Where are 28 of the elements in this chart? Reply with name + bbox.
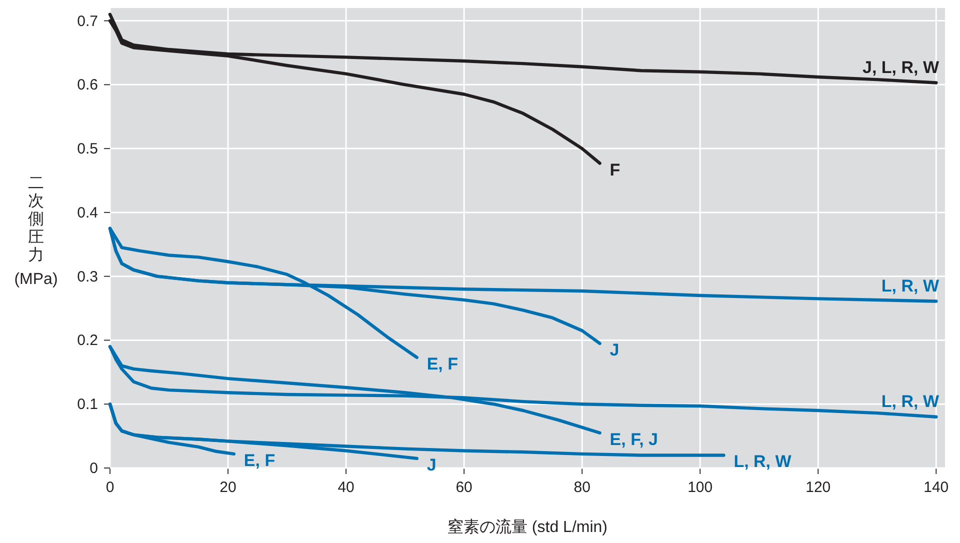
- series-label: F: [610, 160, 620, 180]
- x-tick-label: 100: [688, 479, 713, 496]
- y-tick-label: 0: [90, 460, 98, 477]
- y-tick-label: 0.3: [77, 268, 98, 286]
- y-tick-label: 0.4: [77, 204, 98, 222]
- x-tick-label: 140: [924, 479, 949, 496]
- series-label: J, L, R, W: [862, 58, 940, 77]
- y-tick-label: 0.2: [77, 332, 98, 350]
- series-label: L, R, W: [881, 276, 940, 296]
- series-label: L, R, W: [881, 392, 940, 411]
- y-tick-label: 0.7: [77, 12, 98, 30]
- x-tick-label: 60: [456, 479, 472, 496]
- series-label: J: [610, 340, 620, 360]
- series-label: J: [426, 455, 436, 474]
- series-label: E, F, J: [610, 430, 658, 449]
- x-tick-label: 80: [574, 479, 590, 496]
- y-tick-label: 0.6: [77, 76, 98, 94]
- series-label: L, R, W: [734, 452, 792, 472]
- x-tick-label: 40: [338, 479, 354, 496]
- x-axis-title: 窒素の流量 (std L/min): [447, 518, 608, 536]
- y-tick-label: 0.5: [77, 140, 98, 158]
- x-tick-label: 20: [220, 479, 236, 496]
- y-axis-title: 二次側圧力 (MPa): [14, 175, 58, 288]
- y-tick-label: 0.1: [77, 396, 98, 414]
- series-label: E, F: [426, 354, 458, 374]
- x-tick-label: 120: [806, 479, 831, 496]
- x-tick-label: 0: [106, 479, 114, 496]
- series-label: E, F: [244, 450, 276, 470]
